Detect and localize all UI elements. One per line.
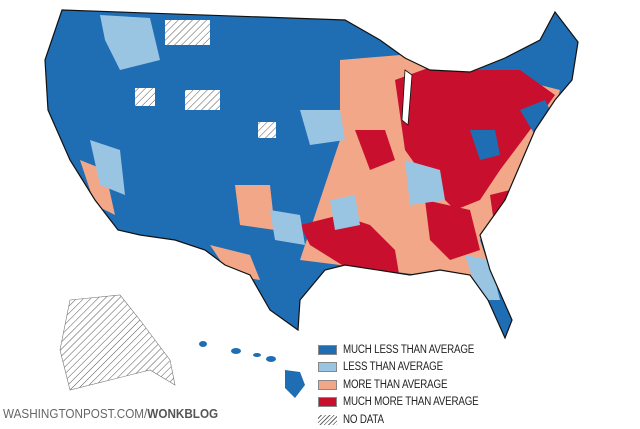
swatch-much-more — [318, 397, 337, 408]
source-credit: WASHINGTONPOST.COM/WONKBLOG — [3, 406, 219, 421]
us-outline — [44, 9, 579, 340]
legend-item: MUCH LESS THAN AVERAGE — [318, 341, 502, 359]
swatch-no-data — [318, 414, 337, 425]
map-legend: MUCH LESS THAN AVERAGE LESS THAN AVERAGE… — [318, 341, 502, 429]
legend-item: NO DATA — [318, 411, 502, 429]
hawaii — [199, 341, 305, 398]
alaska — [59, 294, 176, 391]
swatch-less — [318, 362, 337, 373]
legend-item: LESS THAN AVERAGE — [318, 359, 502, 377]
lake-michigan — [401, 69, 413, 126]
legend-item: MORE THAN AVERAGE — [318, 376, 502, 394]
swatch-more — [318, 379, 337, 390]
legend-item: MUCH MORE THAN AVERAGE — [318, 394, 502, 412]
us-map — [44, 9, 579, 398]
swatch-much-less — [318, 344, 337, 355]
